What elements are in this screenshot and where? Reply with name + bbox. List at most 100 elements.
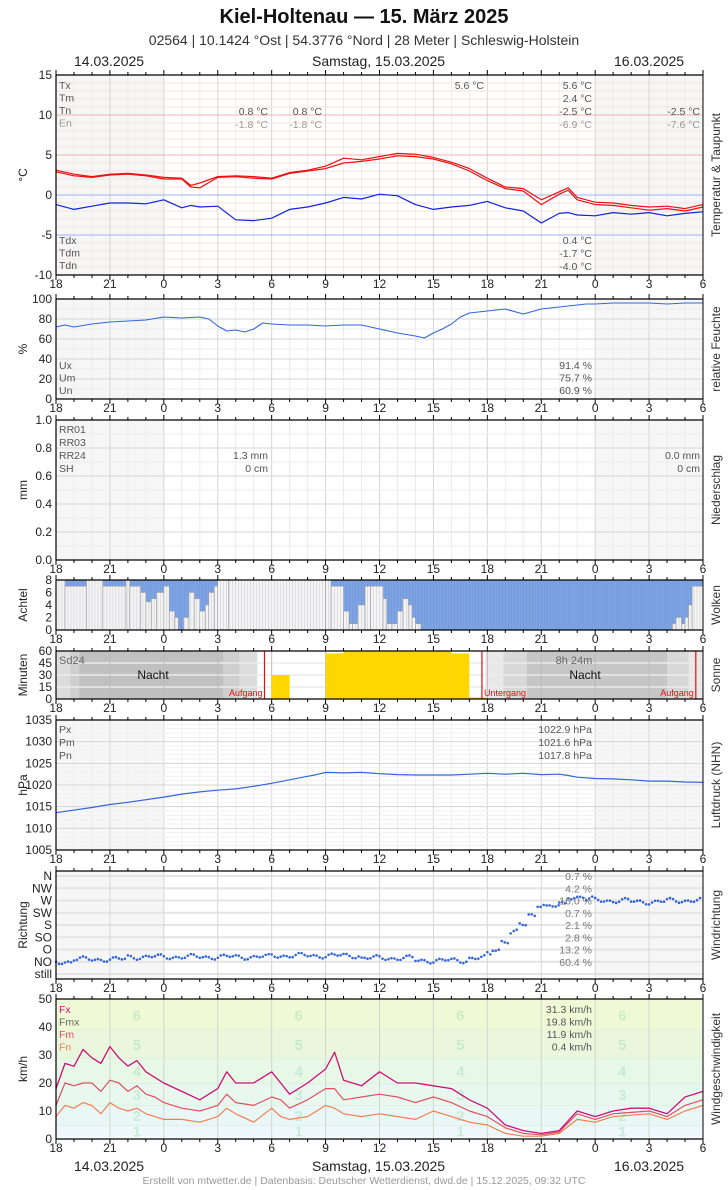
legend-text: 31.3 km/h: [546, 1004, 592, 1016]
x-tick-label: 0: [592, 701, 599, 715]
temperature-panel: 18 21 0 3 6 9 12 15 18 21 0 3 6 15 10 5 0 -5 -10 °C Temperat…: [16, 68, 723, 291]
date-center: Samstag, 15.03.2025: [312, 53, 446, 69]
legend-text: Aufgang: [660, 688, 694, 698]
legend-text: 75.7 %: [559, 373, 592, 385]
y-tick-label: -5: [41, 228, 52, 242]
side-label: Windrichtung: [709, 890, 723, 960]
beaufort-label: 1: [133, 1124, 141, 1141]
x-tick-label: 0: [592, 632, 599, 646]
x-tick-label: 0: [160, 401, 167, 415]
x-tick-label: 0: [160, 701, 167, 715]
x-tick-label: 12: [373, 632, 387, 646]
x-tick-label: 0: [592, 562, 599, 576]
y-tick-label: 80: [39, 312, 53, 326]
y-tick-label: 40: [39, 352, 53, 366]
legend-text: -1.8 °C: [235, 119, 268, 131]
beaufort-label: 6: [456, 1007, 464, 1024]
legend-text: 2.4 °C: [563, 93, 593, 105]
y-tick-label: 40: [39, 1020, 53, 1034]
y-axis-title: hPa: [16, 774, 30, 796]
y-tick-label: 30: [39, 668, 53, 682]
x-tick-label: 12: [373, 562, 387, 576]
legend-text: 5.6 °C: [455, 80, 485, 92]
station-info: 02564 | 10.1424 °Ost | 54.3776 °Nord | 2…: [148, 32, 580, 48]
x-tick-label: 3: [646, 981, 653, 995]
x-tick-label: 3: [214, 632, 221, 646]
y-axis-title: Minuten: [16, 654, 30, 697]
x-tick-label: 6: [700, 1141, 707, 1155]
x-tick-label: 15: [427, 401, 441, 415]
x-tick-label: 21: [103, 981, 117, 995]
beaufort-label: 6: [618, 1007, 626, 1024]
sunshine-bar: [325, 653, 344, 699]
x-tick-label: 21: [535, 562, 549, 576]
legend-text: -4.0 °C: [559, 261, 592, 273]
x-tick-label: 9: [322, 277, 329, 291]
x-tick-label: 3: [646, 1141, 653, 1155]
y-tick-label: 0.8: [35, 441, 52, 455]
y-tick-label: 1010: [25, 821, 52, 835]
date-left-bottom: 14.03.2025: [74, 1158, 145, 1174]
beaufort-label: 2: [618, 1108, 626, 1125]
legend-text: Tdm: [59, 248, 80, 260]
y-tick-label: 0.6: [35, 469, 52, 483]
direction-label: NO: [34, 955, 52, 969]
y-tick-label: 0: [45, 188, 52, 202]
x-tick-label: 6: [268, 701, 275, 715]
legend-text: -1.8 °C: [289, 119, 322, 131]
y-axis-title: Achtel: [16, 588, 30, 621]
x-tick-label: 9: [322, 562, 329, 576]
legend-text: Pm: [59, 737, 75, 749]
x-tick-label: 3: [214, 852, 221, 866]
beaufort-label: 1: [294, 1124, 302, 1141]
date-center-bottom: Samstag, 15.03.2025: [312, 1158, 446, 1174]
direction-label: SW: [33, 906, 53, 920]
legend-text: 0.7 %: [565, 908, 592, 920]
legend-text: 1017.8 hPa: [538, 750, 592, 762]
x-tick-label: 18: [481, 701, 495, 715]
y-tick-label: 0: [45, 1132, 52, 1146]
legend-text: RR03: [59, 437, 86, 449]
side-label: relative Feuchte: [709, 306, 723, 392]
y-axis-title: mm: [16, 480, 30, 500]
legend-text: RR24: [59, 450, 86, 462]
x-tick-label: 0: [160, 277, 167, 291]
legend-text: Um: [59, 373, 76, 385]
side-label: Windgeschwindigkeit: [709, 1012, 723, 1125]
legend-text: Tm: [59, 93, 74, 105]
x-tick-label: 21: [535, 981, 549, 995]
legend-text: 16.0 %: [559, 896, 592, 908]
x-tick-label: 18: [49, 277, 63, 291]
y-tick-label: 30: [39, 1048, 53, 1062]
legend-text: Ux: [59, 360, 73, 372]
wind-direction-panel: 18 21 0 3 6 9 12 15 18 21 0 3 6 Richtung Windrichtung N…: [16, 866, 723, 995]
x-tick-label: 9: [322, 401, 329, 415]
x-tick-label: 6: [268, 1141, 275, 1155]
y-tick-label: 8: [45, 573, 52, 587]
beaufort-label: 3: [294, 1087, 302, 1104]
y-tick-label: 1005: [25, 843, 52, 857]
y-tick-label: 15: [39, 680, 53, 694]
direction-label: SO: [35, 930, 52, 944]
legend-text: Tdx: [59, 235, 77, 247]
x-tick-label: 3: [214, 401, 221, 415]
x-tick-label: 3: [214, 277, 221, 291]
x-tick-label: 3: [214, 981, 221, 995]
x-tick-label: 21: [103, 1141, 117, 1155]
humidity-panel: 18 21 0 3 6 9 12 15 18 21 0 3 6 100 80 60 40 20 0% relative…: [16, 292, 723, 415]
beaufort-label: 2: [133, 1108, 141, 1125]
x-tick-label: 6: [268, 562, 275, 576]
beaufort-label: 3: [133, 1087, 141, 1104]
legend-text: SH: [59, 463, 74, 475]
legend-text: Pn: [59, 750, 72, 762]
beaufort-label: 2: [456, 1108, 464, 1125]
y-axis-title: Richtung: [16, 901, 30, 948]
page-title: Kiel-Holtenau — 15. März 2025: [219, 6, 509, 28]
x-tick-label: 18: [49, 401, 63, 415]
x-tick-label: 6: [268, 401, 275, 415]
legend-text: Fx: [59, 1004, 71, 1016]
y-tick-label: 50: [39, 992, 53, 1006]
y-tick-label: 20: [39, 372, 53, 386]
y-tick-label: 1030: [25, 735, 52, 749]
y-tick-label: 10: [39, 108, 53, 122]
